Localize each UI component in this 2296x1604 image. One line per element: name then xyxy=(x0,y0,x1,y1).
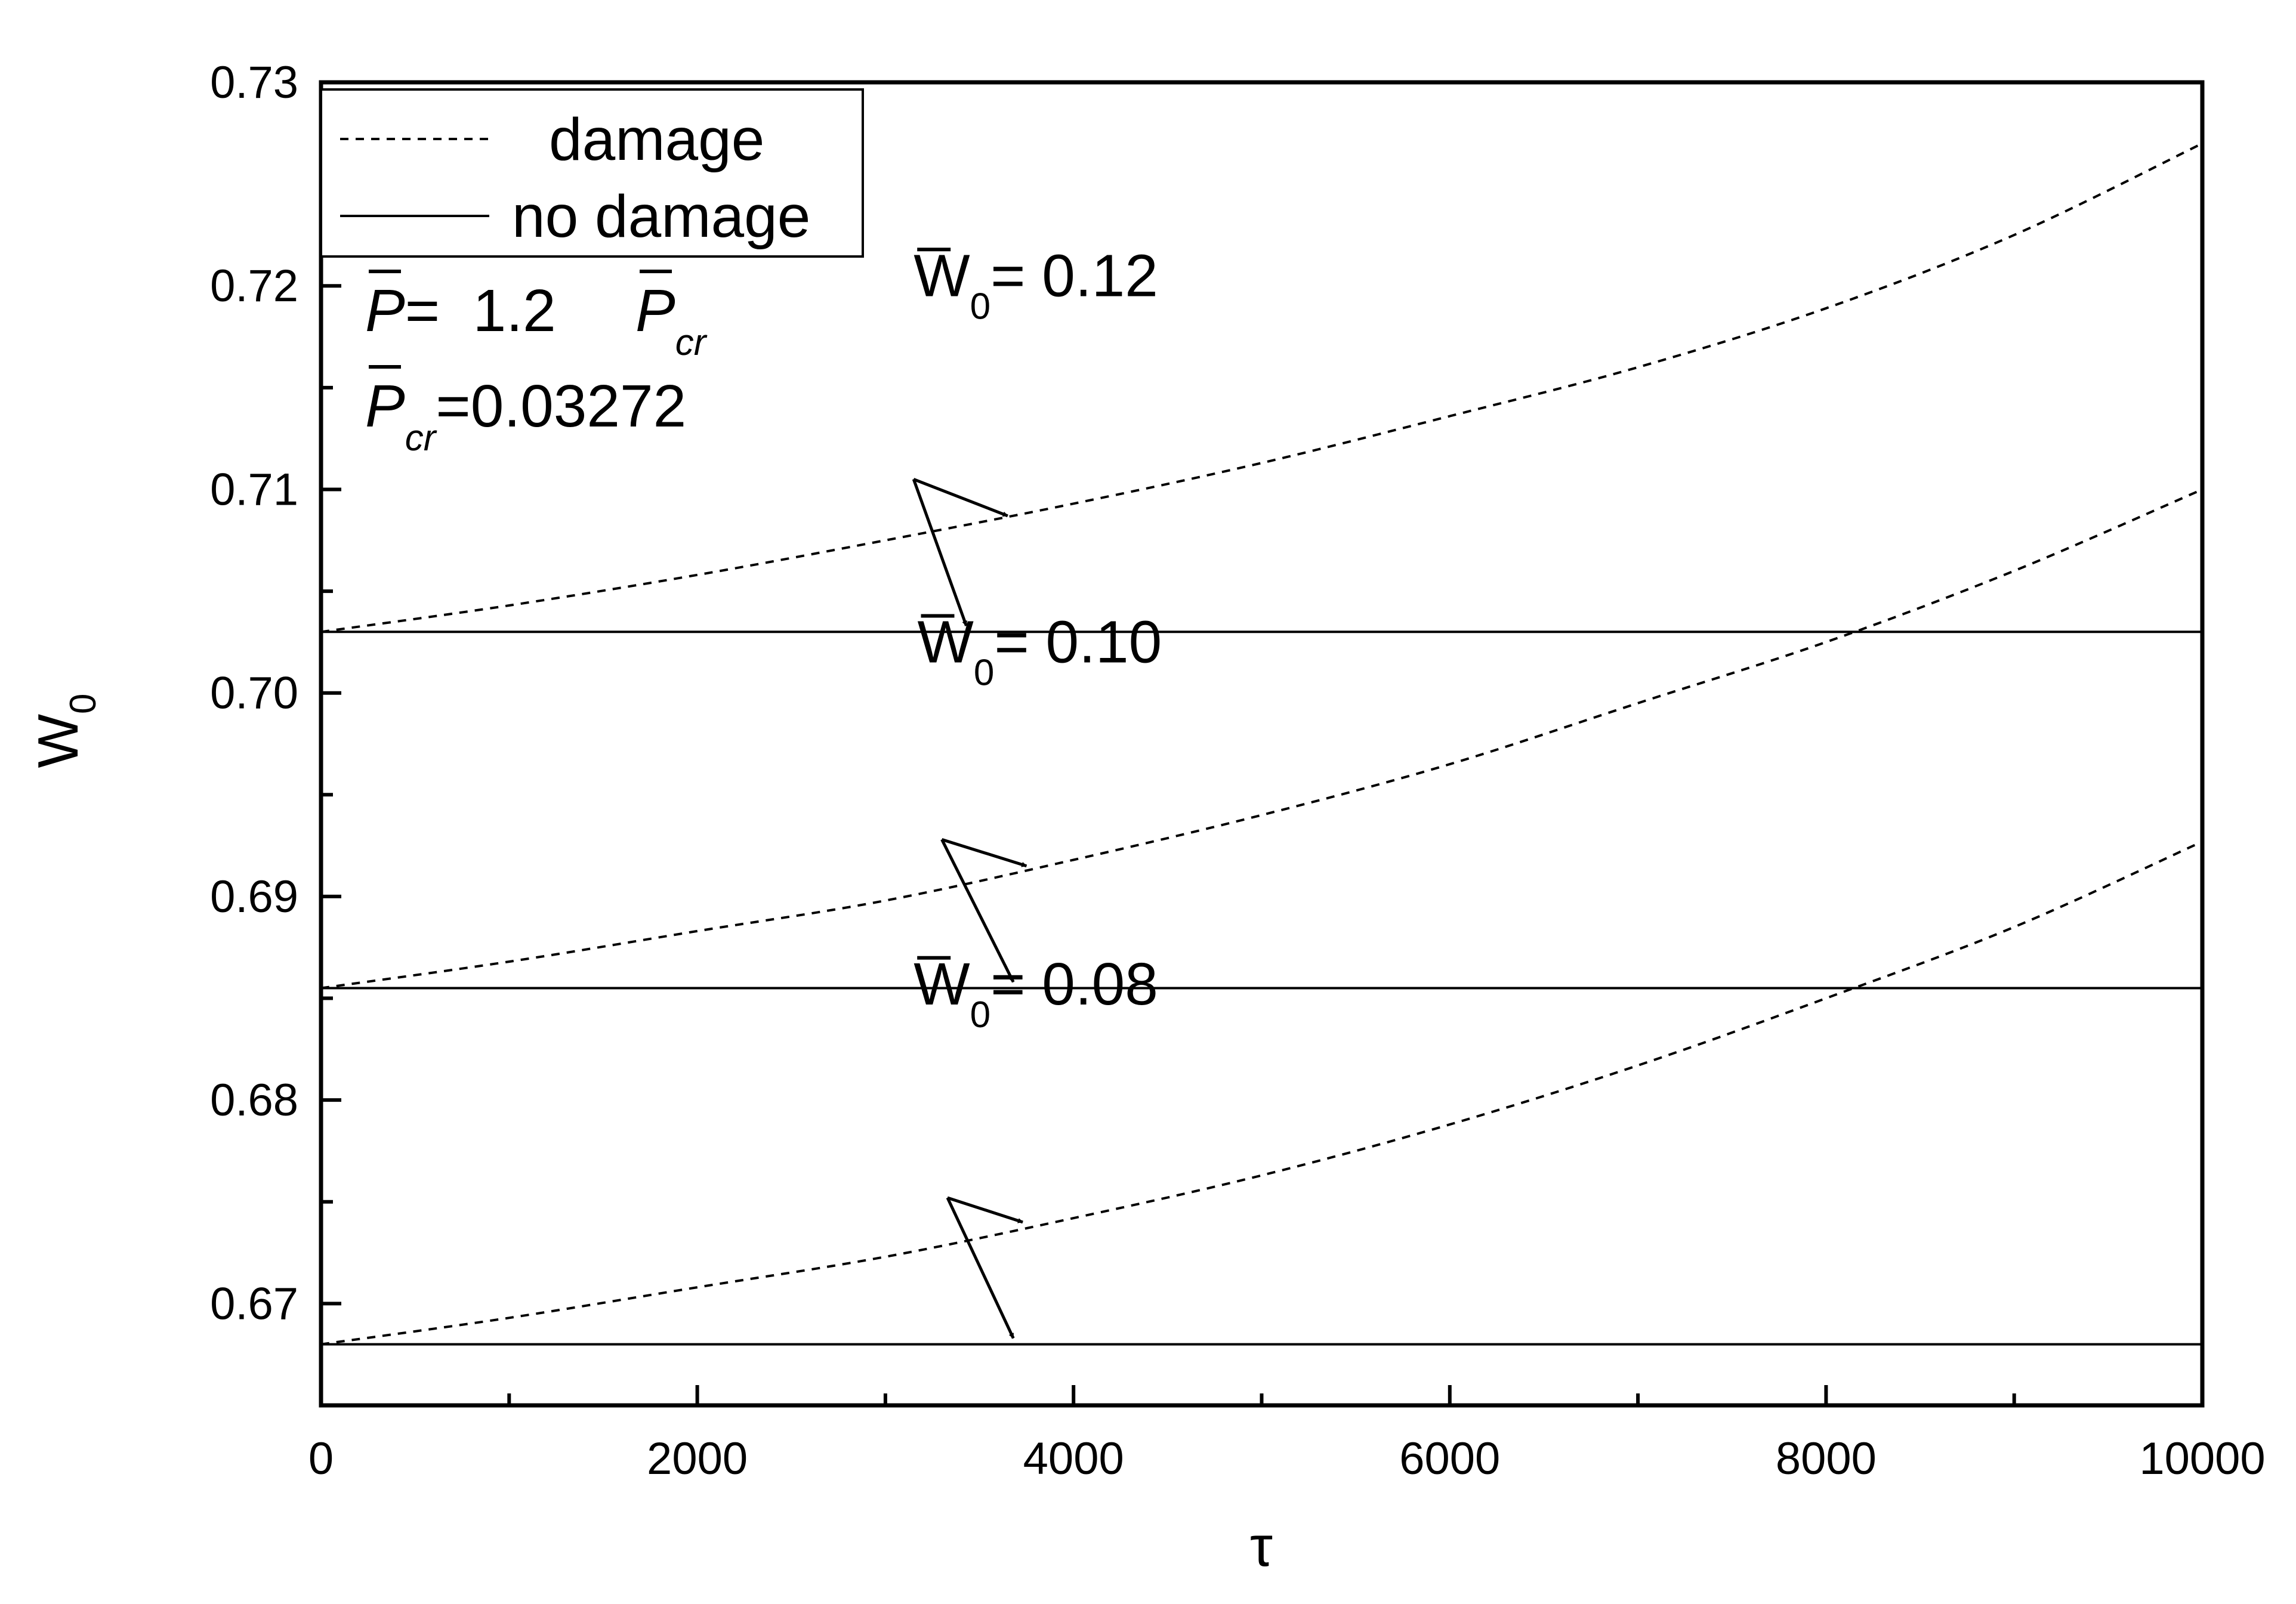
param-p-eq: = 1.2 xyxy=(405,277,556,344)
annotation-value: = 0.08 xyxy=(990,951,1158,1018)
annotation-label: W0= 0.08 xyxy=(914,951,1158,1036)
x-tick-label: 2000 xyxy=(647,1433,748,1484)
param-pcr-sub: cr xyxy=(675,322,708,363)
param-p-symbol: P xyxy=(365,277,405,344)
plot-series xyxy=(320,142,2203,1346)
legend-label-no-damage: no damage xyxy=(512,183,810,250)
annotation-w0-012: W0= 0.12 xyxy=(912,242,1158,626)
x-axis-label: τ xyxy=(1250,1515,1273,1578)
annotation-var: W xyxy=(918,609,974,676)
svg-text:P= 1.2: P= 1.2 xyxy=(365,277,556,344)
annotation-w0-010: W0= 0.10 xyxy=(918,609,1162,983)
y-axis-label: W0 xyxy=(26,693,104,768)
axis-ticks xyxy=(319,81,2204,1407)
svg-text:Pcr: Pcr xyxy=(635,277,708,363)
annotation-arrow xyxy=(946,1197,1015,1339)
annotation-label: W0= 0.10 xyxy=(918,609,1162,694)
annotation-w0-008: W0= 0.08 xyxy=(914,951,1158,1339)
y-tick-label: 0.70 xyxy=(210,668,298,719)
annotation-arrow xyxy=(941,837,1027,868)
y-tick-label: 0.69 xyxy=(210,871,298,922)
y-axis-label-sub: 0 xyxy=(63,693,104,713)
annotation-arrow xyxy=(912,478,968,626)
legend-box xyxy=(320,88,864,258)
parameter-p: P= 1.2 Pcr xyxy=(365,270,708,363)
annotation-label: W0= 0.12 xyxy=(914,242,1158,327)
axis-tick-labels: 0 2000 4000 6000 8000 10000 0.67 0.68 0.69 0.70 0.… xyxy=(210,57,2266,1484)
parameter-pcr: Pcr=0.03272 xyxy=(365,365,686,459)
y-tick-label: 0.72 xyxy=(210,261,298,311)
annotation-sub: 0 xyxy=(970,994,990,1036)
legend: damage no damage xyxy=(320,88,864,258)
annotation-arrow xyxy=(940,839,1015,983)
y-tick-label: 0.67 xyxy=(210,1278,298,1329)
annotation-var: W xyxy=(914,242,970,309)
series-damage-0-08 xyxy=(320,840,2203,1346)
x-tick-label: 4000 xyxy=(1023,1433,1124,1484)
svg-text:Pcr=0.03272: Pcr=0.03272 xyxy=(365,373,686,459)
x-tick-label: 10000 xyxy=(2139,1433,2265,1484)
y-tick-label: 0.73 xyxy=(210,57,298,108)
x-tick-label: 6000 xyxy=(1399,1433,1500,1484)
annotation-arrow xyxy=(913,478,1008,518)
y-tick-label: 0.68 xyxy=(210,1075,298,1126)
y-axis-label-main: W xyxy=(26,714,90,768)
legend-label-damage: damage xyxy=(549,106,764,173)
pcr-symbol: P xyxy=(365,373,405,440)
pcr-value: =0.03272 xyxy=(436,373,686,440)
annotation-arrow xyxy=(947,1196,1023,1224)
param-pcr-symbol: P xyxy=(635,277,675,344)
annotation-sub: 0 xyxy=(970,286,990,327)
svg-text:W0: W0 xyxy=(26,693,104,768)
annotation-sub: 0 xyxy=(974,653,994,694)
series-damage-0-10 xyxy=(320,488,2203,990)
annotation-var: W xyxy=(914,951,970,1018)
annotation-value: = 0.10 xyxy=(994,609,1162,676)
x-tick-label: 0 xyxy=(308,1433,334,1484)
x-tick-label: 8000 xyxy=(1776,1433,1877,1484)
pcr-sub: cr xyxy=(405,418,437,459)
annotation-value: = 0.12 xyxy=(990,242,1158,309)
series-damage-0-12 xyxy=(320,142,2203,633)
plot-frame xyxy=(319,80,2205,1408)
y-tick-label: 0.71 xyxy=(210,464,298,515)
